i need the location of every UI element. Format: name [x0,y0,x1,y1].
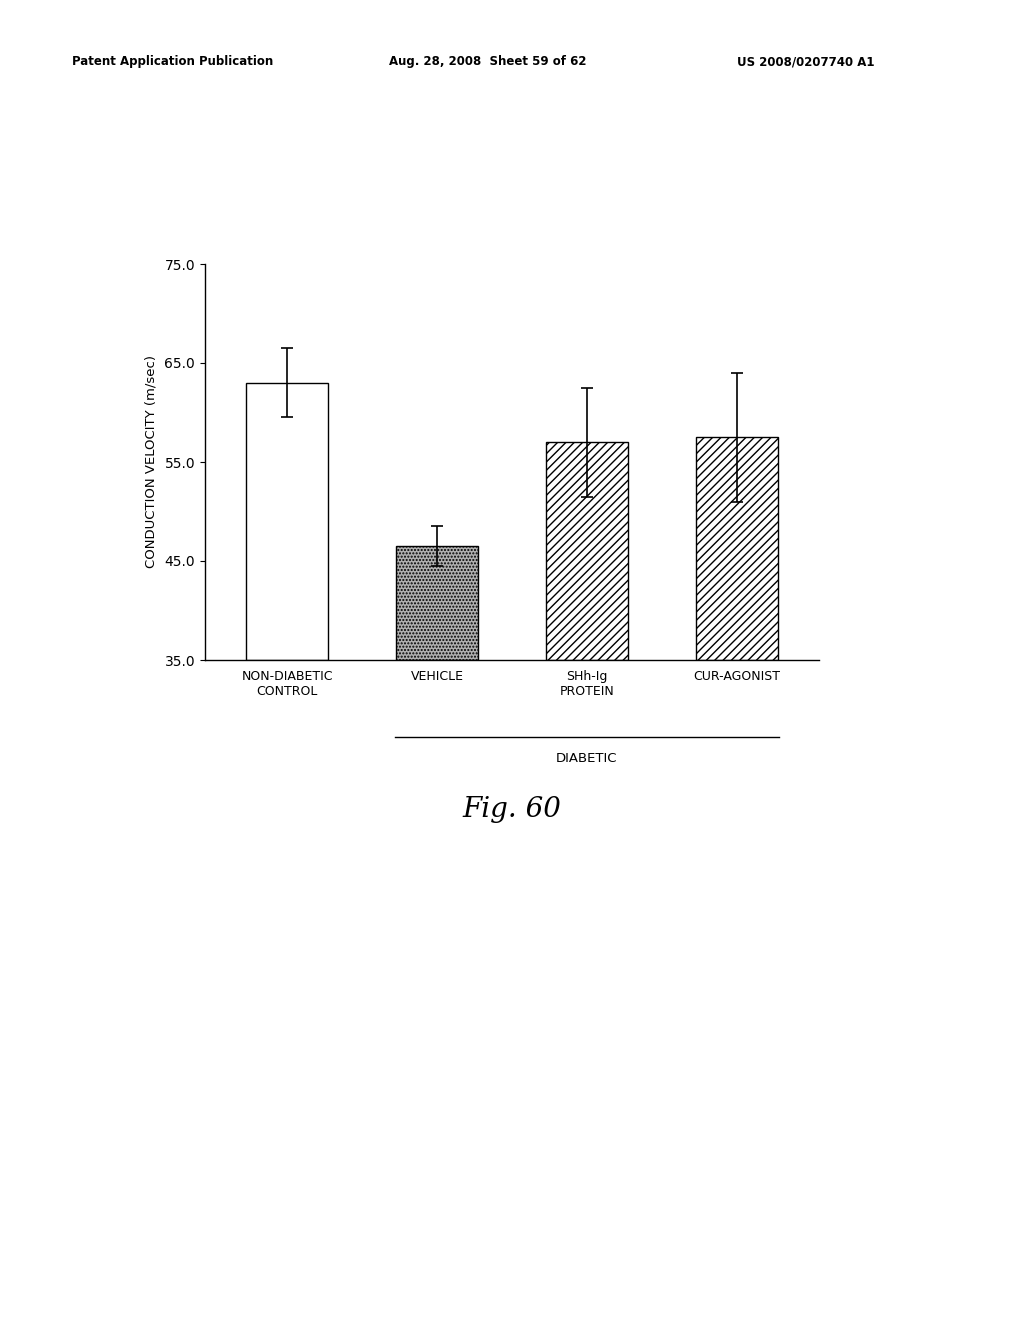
Bar [396,546,478,660]
Text: DIABETIC: DIABETIC [556,752,617,766]
Bar [546,442,628,660]
Text: US 2008/0207740 A1: US 2008/0207740 A1 [737,55,874,69]
Bar [695,437,778,660]
Text: Aug. 28, 2008  Sheet 59 of 62: Aug. 28, 2008 Sheet 59 of 62 [389,55,587,69]
Text: Fig. 60: Fig. 60 [463,796,561,822]
Bar [246,383,329,660]
Y-axis label: CONDUCTION VELOCITY (m/sec): CONDUCTION VELOCITY (m/sec) [144,355,158,569]
Text: Patent Application Publication: Patent Application Publication [72,55,273,69]
